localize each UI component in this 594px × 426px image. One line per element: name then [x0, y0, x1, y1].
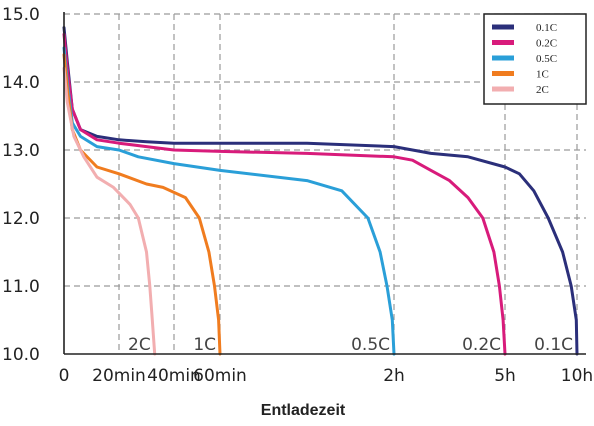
series-lines: [62, 26, 579, 356]
series-line-0-2c: [62, 32, 507, 356]
x-tick-label-20min: 20min: [92, 366, 146, 386]
legend-label-0-5c: 0.5C: [536, 53, 557, 65]
series-line-0-5c: [62, 46, 396, 356]
x-tick-label-0: 0: [59, 366, 70, 386]
y-tick-label-15-0: 15.0: [2, 5, 40, 25]
legend-label-0-1c: 0.1C: [536, 22, 557, 34]
y-tick-label-11-0: 11.0: [2, 277, 40, 297]
legend-label-0-2c: 0.2C: [536, 38, 557, 50]
end-label-1c: 1C: [193, 335, 216, 355]
legend-label-2c: 2C: [536, 84, 549, 96]
x-tick-label-10h: 10h: [561, 366, 593, 386]
x-tick-label-2h: 2h: [383, 366, 405, 386]
x-tick-label-60min: 60min: [193, 366, 247, 386]
legend: 0.1C 0.2C 0.5C 1C 2C: [483, 13, 587, 105]
end-label-0-5c: 0.5C: [351, 335, 390, 355]
end-label-0-2c: 0.2C: [462, 335, 501, 355]
tick-labels: 10.0 11.0 12.0 13.0 14.0 15.0 0 20min 40min60min…: [2, 5, 593, 386]
series-line-2c: [62, 66, 157, 356]
y-tick-label-12-0: 12.0: [2, 209, 40, 229]
series-line-1c: [62, 53, 222, 356]
y-tick-label-10-0: 10.0: [2, 345, 40, 365]
x-tick-label-5h: 5h: [494, 366, 516, 386]
x-tick-label-40min: 40min: [147, 366, 201, 386]
axes: [63, 12, 586, 355]
y-tick-label-13-0: 13.0: [2, 141, 40, 161]
legend-label-1c: 1C: [536, 69, 549, 81]
end-label-2c: 2C: [128, 335, 151, 355]
y-tick-label-14-0: 14.0: [2, 73, 40, 93]
end-label-0-1c: 0.1C: [534, 335, 573, 355]
x-axis-title: Entladezeit: [261, 402, 346, 419]
